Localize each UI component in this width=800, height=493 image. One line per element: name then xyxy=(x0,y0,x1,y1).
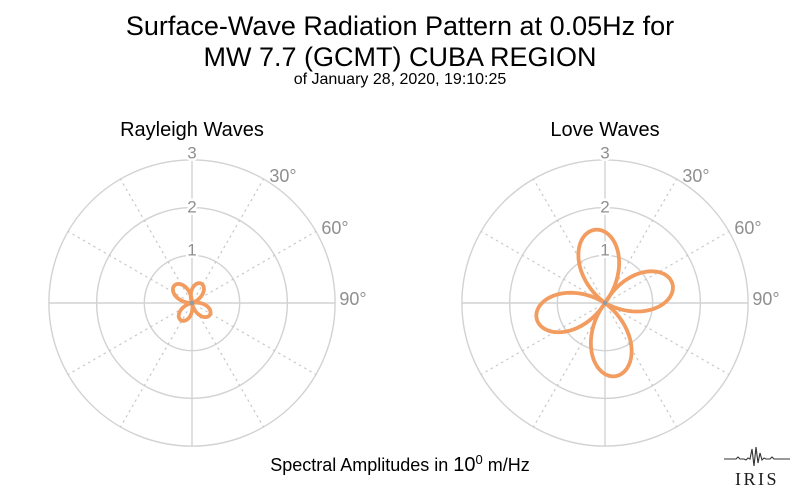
caption-base: 10 xyxy=(453,454,476,476)
angle-tick-label: 60° xyxy=(734,218,761,238)
iris-wordmark: IRIS xyxy=(735,469,779,489)
caption-exponent: 0 xyxy=(475,452,483,467)
angle-tick-label: 90° xyxy=(752,289,779,309)
plot-center-dot xyxy=(189,300,195,306)
grid-spoke-dotted xyxy=(196,178,265,295)
grid-spoke-dotted xyxy=(200,307,317,376)
radial-tick-label: 2 xyxy=(187,198,196,217)
grid-spoke-dotted xyxy=(480,230,597,299)
figure-title-line1: Surface-Wave Radiation Pattern at 0.05Hz… xyxy=(125,11,675,41)
grid-circle xyxy=(461,159,749,447)
radiation-pattern-lobe xyxy=(190,300,213,320)
radial-tick-label: 3 xyxy=(187,144,196,163)
rayleigh-polar-plot: 30° 60° 90° 1 2 3 xyxy=(48,141,367,447)
grid-circle xyxy=(48,159,336,447)
radial-tick-label: 1 xyxy=(187,241,196,260)
iris-logo-text: IRIS xyxy=(735,469,779,489)
angle-tick-label: 30° xyxy=(269,166,296,186)
grid-spoke-dotted xyxy=(67,307,184,376)
grid-spoke-dotted xyxy=(609,178,678,295)
radiation-pattern-lobe xyxy=(171,282,194,305)
angle-tick-label: 90° xyxy=(339,289,366,309)
radial-tick-label: 2 xyxy=(600,198,609,217)
figure-title-line2: MW 7.7 (GCMT) CUBA REGION xyxy=(203,42,597,72)
rayleigh-plot-title: Rayleigh Waves xyxy=(120,119,264,141)
iris-logo: IRIS xyxy=(722,439,792,489)
grid-spoke-dotted xyxy=(200,230,317,299)
radiation-pattern-lobe xyxy=(188,281,206,305)
grid-spoke-dotted xyxy=(480,307,597,376)
grid-spoke-dotted xyxy=(196,311,265,428)
caption-prefix: Spectral Amplitudes in xyxy=(270,455,454,475)
radiation-pattern-lobe xyxy=(603,269,675,314)
radial-tick-label: 1 xyxy=(600,241,609,260)
radiation-pattern-lobe xyxy=(576,227,622,305)
love-plot-title: Love Waves xyxy=(550,119,660,141)
grid-spoke-dotted xyxy=(67,230,184,299)
grid-spoke-dotted xyxy=(613,230,730,299)
radial-tick-label: 3 xyxy=(600,144,609,163)
love-polar-plot: 30° 60° 90° 1 2 3 xyxy=(461,141,780,447)
grid-spoke-dotted xyxy=(532,311,601,428)
grid-spoke-dotted xyxy=(119,178,188,295)
radiation-pattern-lobe xyxy=(588,301,634,379)
grid-spoke-dotted xyxy=(532,178,601,295)
amplitude-units-caption: Spectral Amplitudes in 100 m/Hz xyxy=(0,452,800,477)
angle-tick-label: 60° xyxy=(321,218,348,238)
figure-subtitle: of January 28, 2020, 19:10:25 xyxy=(293,71,507,88)
grid-spoke-dotted xyxy=(119,311,188,428)
caption-suffix: m/Hz xyxy=(482,455,530,475)
angle-tick-label: 30° xyxy=(682,166,709,186)
seismogram-icon xyxy=(724,446,790,467)
plot-center-dot xyxy=(602,300,608,306)
grid-spoke-dotted xyxy=(613,307,730,376)
radiation-pattern-lobe xyxy=(534,290,607,335)
radiation-pattern-lobe xyxy=(176,301,195,323)
grid-spoke-dotted xyxy=(609,311,678,428)
